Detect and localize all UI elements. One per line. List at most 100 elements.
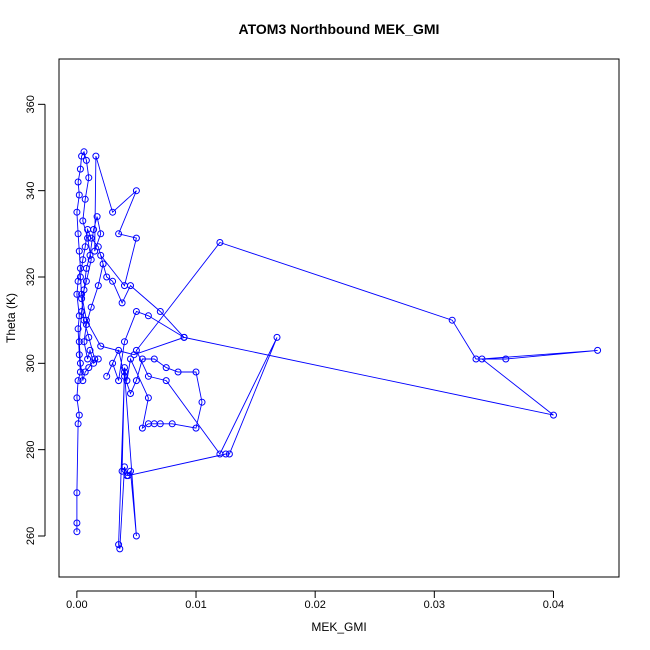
data-point: [74, 325, 82, 333]
data-point: [80, 338, 88, 346]
data-point: [79, 217, 87, 225]
data-point: [84, 355, 92, 363]
data-point: [82, 277, 90, 285]
data-point: [75, 191, 83, 199]
data-point: [550, 411, 557, 419]
data-point: [74, 377, 82, 385]
data-point: [115, 377, 123, 385]
plot-frame: [58, 58, 620, 578]
x-axis: 0.00 0.01 0.02 0.03 0.04: [66, 590, 564, 611]
y-tick-label: 360: [25, 95, 37, 113]
data-point: [121, 338, 128, 346]
data-point: [132, 308, 140, 315]
data-point: [150, 355, 158, 363]
x-axis-label: MEK_GMI: [311, 620, 366, 634]
data-point: [121, 364, 128, 372]
data-point: [115, 230, 123, 238]
data-point: [73, 528, 81, 536]
x-tick-label: 0.01: [185, 599, 206, 611]
data-point: [84, 234, 92, 242]
data-point: [87, 256, 95, 264]
chart-title: ATOM3 Northbound MEK_GMI: [239, 21, 440, 37]
data-point: [132, 187, 140, 195]
y-tick-label: 280: [25, 440, 37, 458]
data-point: [273, 333, 281, 341]
data-point: [109, 208, 117, 216]
data-point: [87, 303, 95, 311]
data-point: [127, 390, 134, 397]
data-point: [75, 247, 83, 255]
data-point: [82, 156, 90, 164]
x-tick-label: 0.02: [304, 599, 325, 611]
data-point: [73, 290, 81, 298]
data-point: [78, 290, 86, 298]
data-point: [448, 316, 456, 324]
x-tick-label: 0.00: [66, 599, 87, 611]
data-point: [76, 165, 84, 173]
data-point: [162, 364, 170, 372]
data-point: [78, 308, 86, 315]
data-point: [85, 364, 93, 372]
data-point: [80, 148, 88, 156]
data-point: [502, 355, 510, 363]
data-point: [79, 377, 87, 385]
data-point: [82, 316, 90, 324]
data-point: [73, 394, 81, 402]
data-point: [132, 377, 140, 385]
x-tick-label: 0.03: [424, 599, 445, 611]
data-point: [144, 420, 152, 428]
data-point: [82, 321, 90, 328]
data-point: [74, 178, 82, 186]
data-point: [93, 213, 101, 221]
data-point: [118, 299, 126, 307]
data-point: [94, 243, 102, 251]
data-point: [216, 239, 224, 246]
data-point: [180, 333, 188, 341]
data-point: [123, 377, 131, 385]
data-point: [192, 424, 200, 432]
y-tick-label: 300: [25, 354, 37, 372]
data-point: [97, 251, 105, 259]
data-point: [73, 208, 81, 216]
data-point: [76, 359, 84, 367]
data-point: [103, 273, 111, 281]
data-point: [594, 346, 602, 354]
data-point: [82, 264, 90, 272]
data-point: [198, 398, 206, 406]
data-point: [144, 372, 152, 380]
data-point: [99, 260, 107, 268]
data-point: [109, 359, 117, 367]
data-point: [127, 282, 134, 290]
data-point: [76, 368, 84, 376]
data-point: [138, 424, 146, 432]
series-line: [76, 150, 598, 550]
data-point: [124, 472, 132, 480]
data-point: [79, 256, 87, 264]
data-point: [75, 351, 83, 359]
data-point: [73, 519, 81, 527]
data-point: [86, 251, 94, 259]
data-point: [127, 355, 134, 363]
data-point: [84, 226, 92, 233]
data-point: [76, 273, 84, 281]
data-point: [87, 234, 95, 242]
y-tick-label: 260: [25, 527, 37, 545]
data-point: [91, 247, 99, 255]
data-point: [85, 174, 93, 182]
data-point: [73, 489, 81, 497]
data-point: [156, 308, 164, 315]
data-point: [144, 312, 152, 320]
data-point: [97, 342, 105, 350]
data-point: [168, 420, 176, 428]
data-point: [225, 450, 233, 458]
data-point: [94, 282, 102, 290]
data-point: [86, 346, 94, 354]
data-point: [85, 333, 93, 341]
data-point: [138, 355, 146, 363]
data-point: [81, 195, 89, 203]
data-point: [74, 420, 82, 428]
data-point: [132, 532, 140, 540]
data-point: [81, 243, 89, 251]
